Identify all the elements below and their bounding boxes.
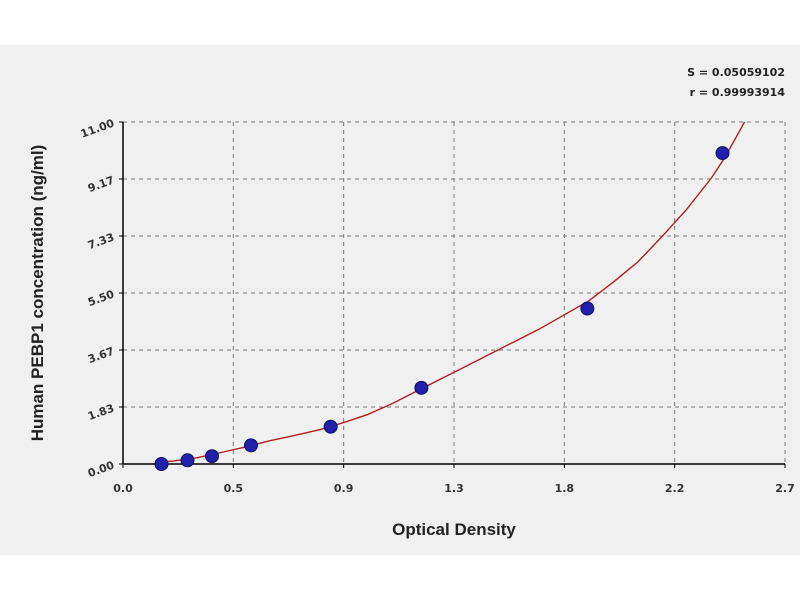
y-tick-label: 0.00 [86, 458, 116, 480]
data-point [715, 146, 730, 161]
x-tick-labels: 0.0 0.5 0.9 1.3 1.8 2.2 2.7 [113, 482, 795, 495]
chart-panel: 0.0 0.5 0.9 1.3 1.8 2.2 2.7 0.00 1.83 3.67 5.50 7.… [0, 45, 800, 555]
x-tick-label: 1.3 [444, 482, 464, 495]
x-tick-label: 0.5 [224, 482, 244, 495]
axes [122, 122, 785, 465]
x-axis-title: Optical Density [392, 520, 516, 539]
stat-r-value: r = 0.99993914 [690, 86, 786, 99]
y-tick-label: 1.83 [86, 402, 116, 423]
y-tick-label: 11.00 [79, 116, 116, 140]
fit-curve [157, 121, 746, 463]
y-axis-title: Human PEBP1 concentration (ng/ml) [28, 145, 47, 442]
x-tick-label: 2.7 [775, 482, 795, 495]
stat-s-value: S = 0.05059102 [687, 66, 785, 79]
y-tick-label: 9.17 [86, 174, 116, 195]
data-point [180, 453, 195, 468]
data-point [580, 301, 595, 316]
y-tick-label: 5.50 [86, 287, 116, 309]
x-tick-label: 0.9 [334, 482, 354, 495]
standard-curve-chart: 0.0 0.5 0.9 1.3 1.8 2.2 2.7 0.00 1.83 3.67 5.50 7.… [28, 66, 795, 539]
y-tick-labels: 0.00 1.83 3.67 5.50 7.33 9.17 11.00 [79, 116, 116, 480]
data-point [154, 457, 169, 471]
data-point [323, 419, 338, 434]
x-tick-label: 0.0 [113, 482, 133, 495]
y-tick-label: 3.67 [86, 345, 116, 366]
x-tick-label: 1.8 [555, 482, 575, 495]
data-point [205, 449, 220, 464]
data-points [154, 146, 730, 471]
data-point [414, 380, 429, 395]
x-tick-label: 2.2 [665, 482, 685, 495]
y-tick-label: 7.33 [86, 231, 116, 252]
data-point [243, 438, 258, 453]
grid [119, 121, 786, 468]
